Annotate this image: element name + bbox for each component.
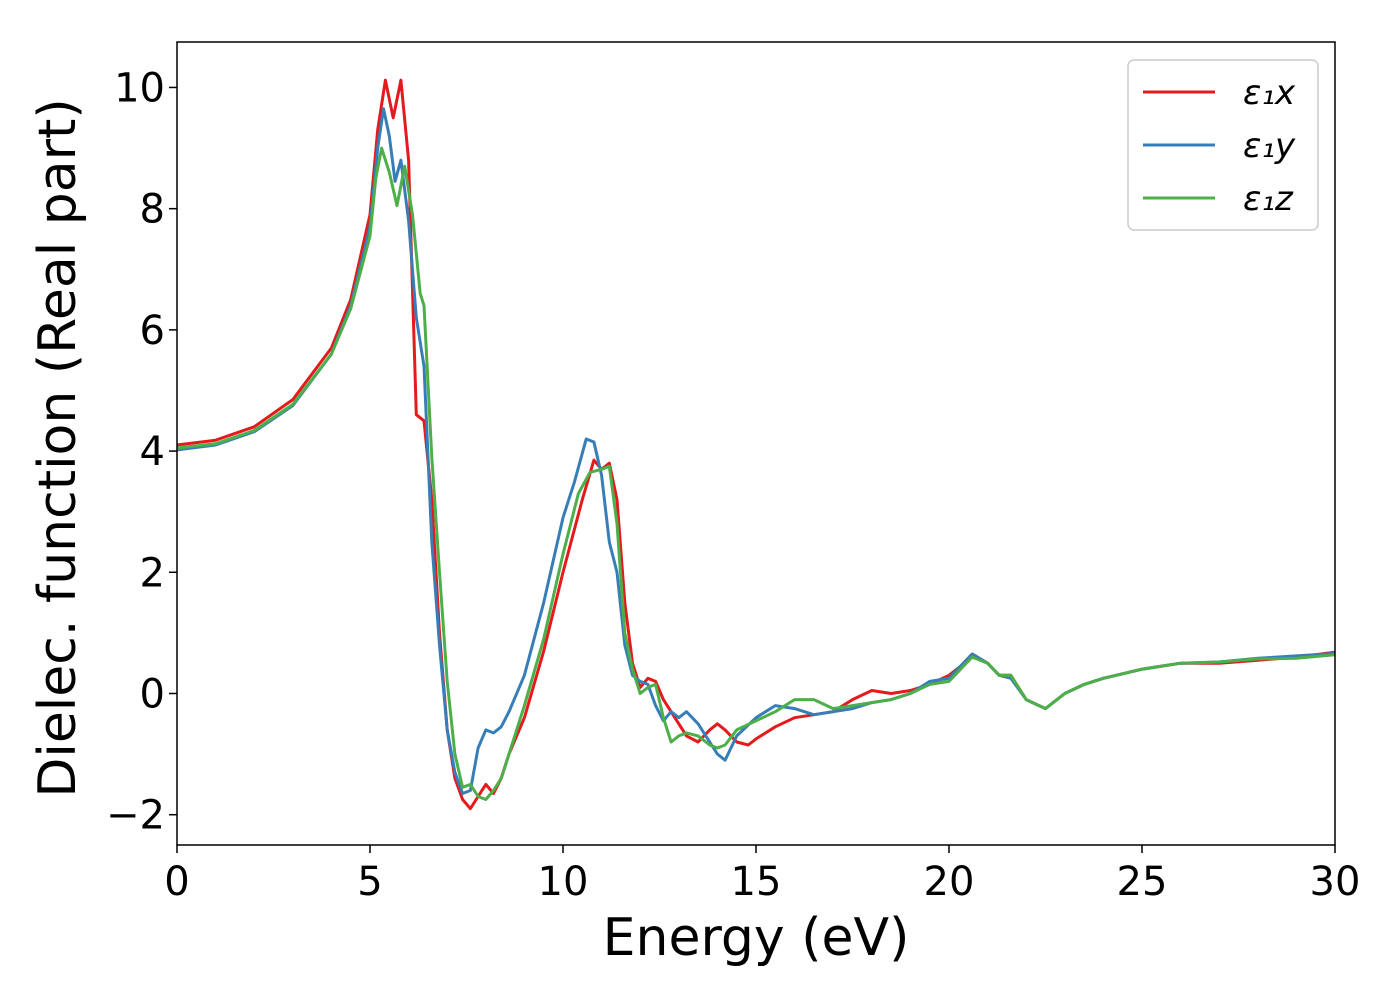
legend-label-3: ε₁z bbox=[1243, 179, 1294, 219]
x-tick-label: 0 bbox=[164, 859, 189, 905]
y-tick-label: 0 bbox=[140, 671, 165, 717]
y-tick-label: 10 bbox=[114, 65, 165, 111]
y-axis-ticks: −2 0 2 4 6 8 10 bbox=[106, 65, 177, 839]
y-tick-label: 8 bbox=[140, 187, 165, 233]
y-tick-label: 4 bbox=[140, 429, 165, 475]
x-tick-label: 30 bbox=[1310, 859, 1361, 905]
y-tick-label: 2 bbox=[140, 550, 165, 596]
x-axis-ticks: 0 5 10 15 20 25 30 bbox=[164, 845, 1360, 905]
legend: ε₁x ε₁y ε₁z bbox=[1127, 59, 1319, 231]
series-line-3 bbox=[176, 146, 1336, 801]
legend-label-2: ε₁y bbox=[1243, 126, 1296, 166]
legend-box bbox=[1127, 59, 1319, 231]
y-tick-label: 6 bbox=[140, 308, 165, 354]
y-axis-label: Dielec. function (Real part) bbox=[28, 98, 88, 797]
x-tick-label: 20 bbox=[924, 859, 975, 905]
legend-label-1: ε₁x bbox=[1243, 73, 1296, 113]
x-tick-label: 15 bbox=[731, 859, 782, 905]
y-tick-label: −2 bbox=[106, 793, 165, 839]
plot-lines bbox=[176, 78, 1336, 811]
x-tick-label: 5 bbox=[357, 859, 382, 905]
x-axis-label: Energy (eV) bbox=[603, 908, 910, 968]
x-tick-label: 10 bbox=[538, 859, 589, 905]
x-tick-label: 25 bbox=[1117, 859, 1168, 905]
